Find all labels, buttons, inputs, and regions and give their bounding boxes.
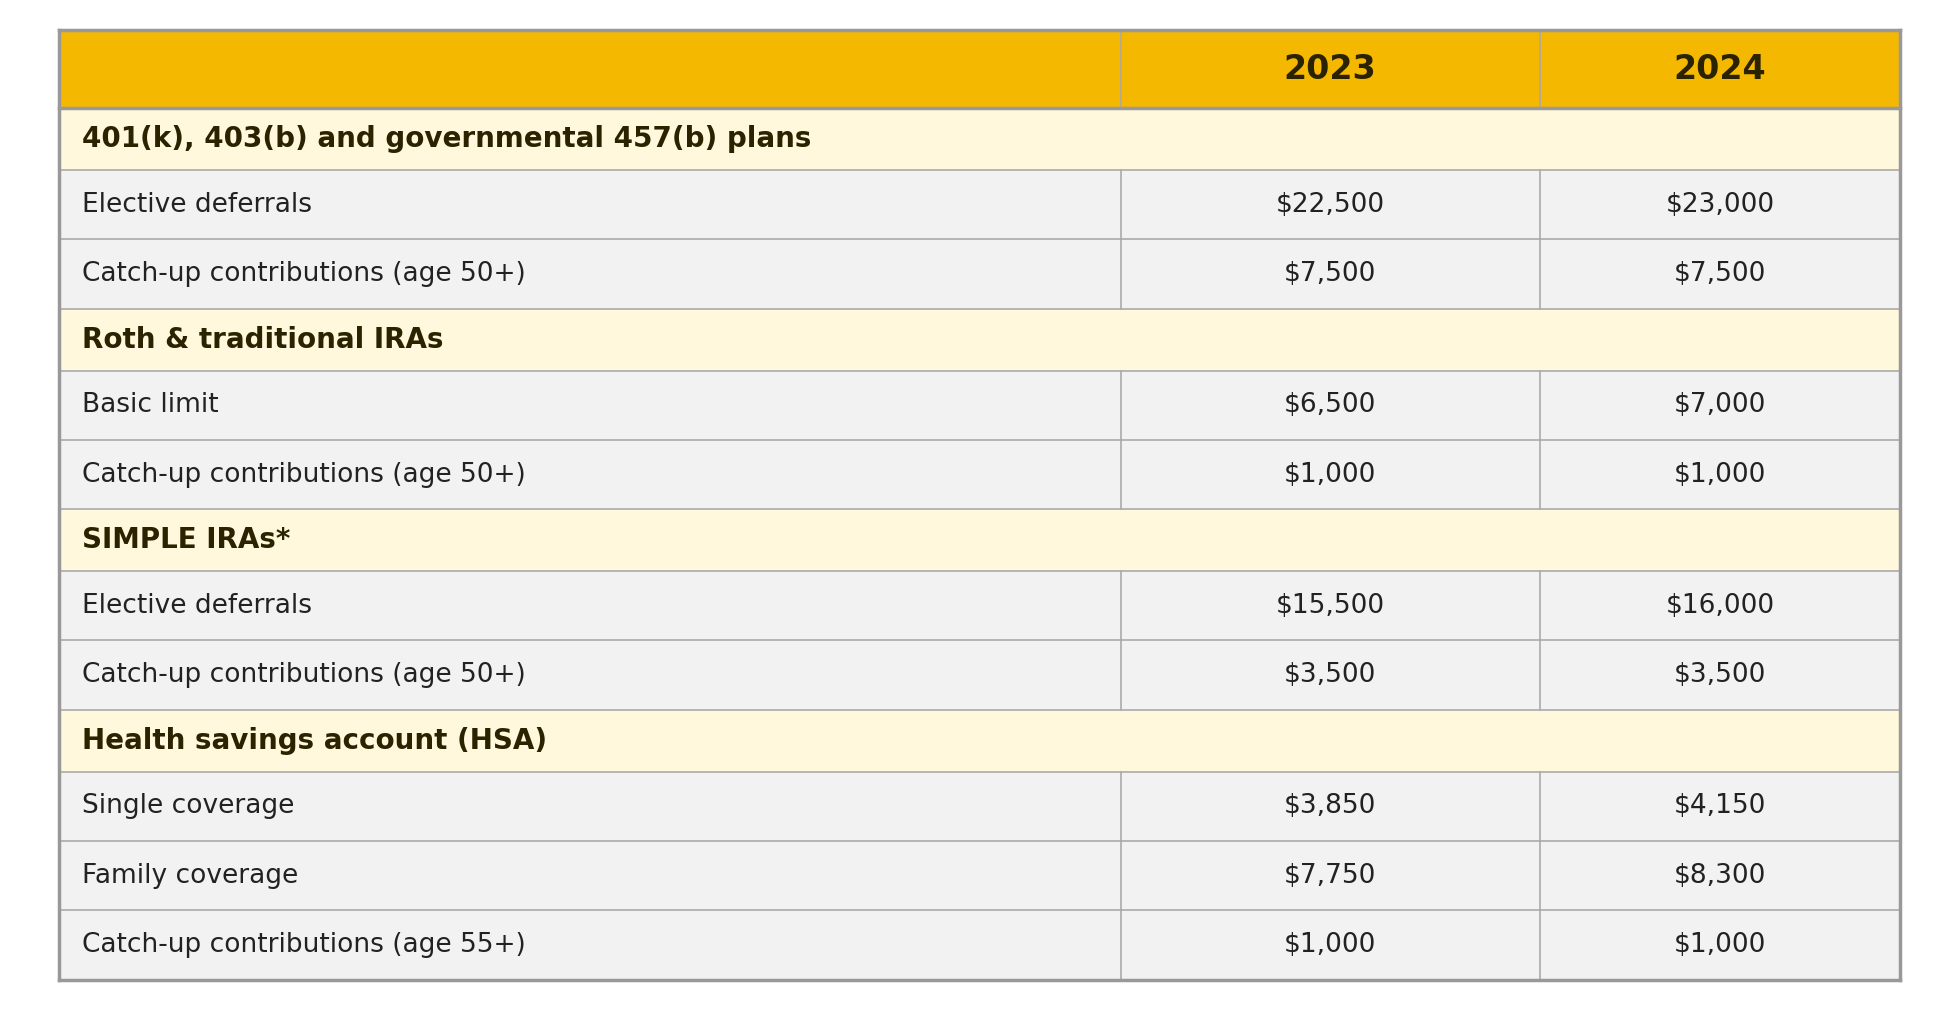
Bar [59,910,1121,980]
Text: $1,000: $1,000 [1283,932,1377,958]
Text: Family coverage: Family coverage [82,863,298,889]
Bar [1540,841,1900,910]
Text: 2023: 2023 [1283,53,1377,86]
Bar [1540,440,1900,509]
Text: Catch-up contributions (age 55+): Catch-up contributions (age 55+) [82,932,527,958]
Bar [59,440,1121,509]
Bar [1540,371,1900,440]
Text: Catch-up contributions (age 50+): Catch-up contributions (age 50+) [82,462,527,488]
Bar [59,30,1121,108]
Bar [1121,170,1540,239]
Bar [59,841,1121,910]
Bar [1121,239,1540,309]
Text: $7,500: $7,500 [1673,261,1767,287]
Bar [1121,571,1540,640]
Text: Elective deferrals: Elective deferrals [82,192,311,218]
Text: $3,500: $3,500 [1283,663,1377,688]
Text: $8,300: $8,300 [1673,863,1767,889]
Bar [1540,170,1900,239]
Text: Catch-up contributions (age 50+): Catch-up contributions (age 50+) [82,663,527,688]
Text: Roth & traditional IRAs: Roth & traditional IRAs [82,325,445,354]
Bar [59,371,1121,440]
Bar [59,640,1121,710]
Bar [59,309,1900,371]
Bar [1540,571,1900,640]
Bar [59,772,1121,841]
Text: Elective deferrals: Elective deferrals [82,593,311,619]
Text: Health savings account (HSA): Health savings account (HSA) [82,726,547,754]
Bar [1121,640,1540,710]
Text: Catch-up contributions (age 50+): Catch-up contributions (age 50+) [82,261,527,287]
Text: $7,500: $7,500 [1283,261,1377,287]
Bar [1121,371,1540,440]
Text: $4,150: $4,150 [1673,793,1767,819]
Text: $15,500: $15,500 [1275,593,1385,619]
Bar [59,509,1900,571]
Bar [59,239,1121,309]
Bar [1121,841,1540,910]
Bar [1540,239,1900,309]
Text: $1,000: $1,000 [1283,462,1377,488]
Text: 401(k), 403(b) and governmental 457(b) plans: 401(k), 403(b) and governmental 457(b) p… [82,125,811,154]
Bar [1540,640,1900,710]
Text: $16,000: $16,000 [1665,593,1775,619]
Bar [1121,772,1540,841]
Text: $7,000: $7,000 [1673,392,1767,418]
Text: $22,500: $22,500 [1275,192,1385,218]
Text: $3,500: $3,500 [1673,663,1767,688]
Bar [59,170,1121,239]
Text: 2024: 2024 [1673,53,1767,86]
Bar [59,108,1900,170]
Bar [59,710,1900,772]
Bar [1540,910,1900,980]
Bar [1121,440,1540,509]
Bar [1121,30,1540,108]
Text: $7,750: $7,750 [1283,863,1377,889]
Bar [59,571,1121,640]
Text: $23,000: $23,000 [1665,192,1775,218]
Text: $1,000: $1,000 [1673,462,1767,488]
Text: $1,000: $1,000 [1673,932,1767,958]
Text: Single coverage: Single coverage [82,793,294,819]
Text: SIMPLE IRAs*: SIMPLE IRAs* [82,526,290,554]
Bar [1121,910,1540,980]
Text: Basic limit: Basic limit [82,392,219,418]
Bar [1540,30,1900,108]
Text: $6,500: $6,500 [1283,392,1377,418]
Text: $3,850: $3,850 [1283,793,1377,819]
Bar [1540,772,1900,841]
